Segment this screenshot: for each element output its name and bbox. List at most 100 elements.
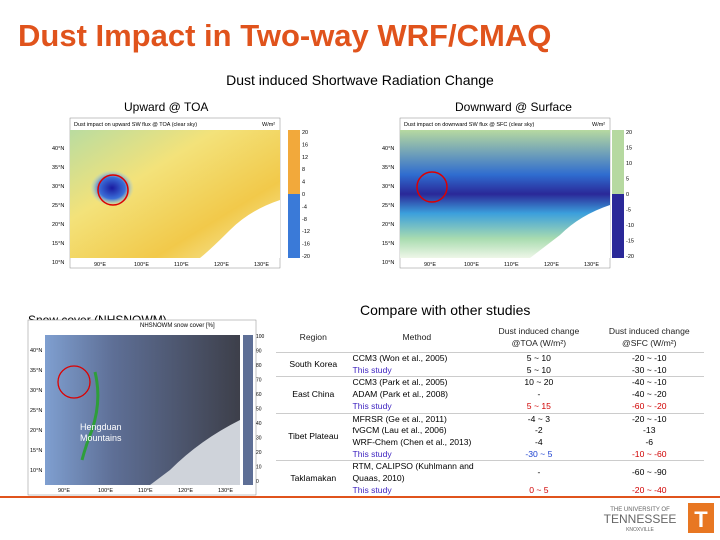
- map-caption: Dust impact on downward SW flux @ SFC (c…: [404, 122, 534, 128]
- map-caption: NHSNOWM snow cover [%]: [140, 323, 215, 329]
- sfc-cell: -20 ~ -10: [594, 412, 704, 426]
- sfc-cell: -30 ~ -10: [631, 364, 667, 375]
- toa-cell: -30 ~ 5: [525, 448, 553, 459]
- lat-label: 30°N: [30, 388, 42, 394]
- sfc-cell: -20 ~ -40: [631, 484, 667, 495]
- lon-label: 120°E: [214, 262, 229, 268]
- colorbar-label: -20: [626, 254, 634, 260]
- map-annotation: Mountains: [80, 433, 122, 443]
- lon-label: 90°E: [94, 262, 106, 268]
- map-snow: [27, 319, 257, 496]
- logo-box: [688, 503, 714, 533]
- comparison-table: Region Method Dust induced change @TOA (W/…: [276, 322, 704, 497]
- colorbar-label: 30: [256, 436, 262, 442]
- method-cell: RTM, CALIPSO (Kuhlmann and Quaas, 2010): [350, 460, 484, 485]
- sfc-cell: -6: [645, 436, 654, 447]
- logo-text: TENNESSEE: [604, 512, 677, 526]
- lat-label: 10°N: [52, 260, 64, 266]
- lat-label: 40°N: [52, 146, 64, 152]
- colorbar-label: -12: [302, 229, 310, 235]
- lat-label: 25°N: [52, 203, 64, 209]
- colorbar-label: -5: [626, 208, 631, 214]
- lat-label: 35°N: [52, 165, 64, 171]
- lat-label: 35°N: [382, 165, 394, 171]
- lon-label: 90°E: [58, 488, 70, 494]
- sfc-cell: -60 ~ -20: [631, 400, 667, 411]
- region-cell: East China: [276, 376, 351, 414]
- colorbar-label: 12: [302, 155, 308, 161]
- lat-label: 20°N: [30, 428, 42, 434]
- lon-label: 120°E: [178, 488, 193, 494]
- map-unit: W/m²: [262, 122, 275, 128]
- lat-label: 20°N: [52, 222, 64, 228]
- method-cell: CCM3 (Won et al., 2005): [350, 351, 484, 365]
- lon-label: 130°E: [218, 488, 233, 494]
- table-row: This study 5 ~ 15 -60 ~ -20: [276, 401, 704, 413]
- toa-cell: -4: [535, 436, 543, 447]
- toa-cell: -2: [535, 425, 543, 436]
- colorbar-label: 20: [302, 130, 308, 136]
- table-row: East China CCM3 (Park et al., 2005) 10 ~ 2…: [276, 376, 704, 414]
- lon-label: 100°E: [98, 488, 113, 494]
- colorbar-label: 80: [256, 363, 262, 369]
- colorbar-label: 90: [256, 349, 262, 355]
- toa-cell: 5 ~ 15: [526, 400, 551, 411]
- method-cell: WRF-Chem (Chen et al., 2013): [352, 436, 472, 447]
- colorbar-label: 20: [626, 130, 632, 136]
- colorbar-label: 10: [256, 465, 262, 471]
- colorbar-label: -4: [302, 204, 307, 210]
- colorbar-label: 50: [256, 407, 262, 413]
- method-cell: This study: [352, 364, 392, 375]
- region-cell: South Korea: [276, 351, 351, 377]
- toa-cell: 5 ~ 10: [483, 351, 595, 365]
- logo-text: KNOXVILLE: [626, 527, 654, 533]
- map-unit: W/m²: [592, 122, 605, 128]
- lat-label: 15°N: [52, 241, 64, 247]
- map-toa: [69, 117, 300, 269]
- method-cell: ADAM (Park et al., 2008): [352, 389, 449, 400]
- table-row: Taklamakan RTM, CALIPSO (Kuhlmann and Qua…: [276, 460, 704, 497]
- colorbar-label: -15: [626, 239, 634, 245]
- lat-label: 15°N: [382, 241, 394, 247]
- header-row: Region Method Dust induced change @TOA (W/…: [276, 322, 704, 353]
- colorbar-label: 8: [302, 167, 305, 173]
- table-body: South Korea CCM3 (Won et al., 2005) 5 ~ 10…: [276, 351, 704, 497]
- lat-label: 35°N: [30, 368, 42, 374]
- sfc-cell: -60 ~ -90: [594, 460, 704, 485]
- comparison-title: Compare with other studies: [360, 302, 531, 318]
- lon-label: 110°E: [504, 262, 519, 268]
- lat-label: 40°N: [382, 146, 394, 152]
- colorbar-label: 40: [256, 421, 262, 427]
- lon-label: 130°E: [584, 262, 599, 268]
- table-row: South Korea CCM3 (Won et al., 2005) 5 ~ 10…: [276, 351, 704, 377]
- colorbar-label: -10: [626, 223, 634, 229]
- method-cell: This study: [352, 484, 392, 495]
- region-cell: Taklamakan: [276, 460, 351, 497]
- region-cell: Tibet Plateau: [276, 412, 351, 461]
- toa-cell: -: [537, 389, 541, 400]
- column-header: Region: [299, 332, 327, 342]
- sfc-cell: -40 ~ -20: [631, 389, 667, 400]
- colorbar-label: 20: [256, 450, 262, 456]
- slide-subtitle: Dust induced Shortwave Radiation Change: [226, 72, 494, 88]
- lat-label: 30°N: [52, 184, 64, 190]
- lon-label: 100°E: [464, 262, 479, 268]
- colorbar-label: 0: [302, 192, 305, 198]
- colorbar-label: 60: [256, 392, 262, 398]
- lat-label: 10°N: [30, 468, 42, 474]
- colorbar-label: -20: [302, 254, 310, 260]
- logo-text: THE UNIVERSITY OF: [610, 507, 670, 513]
- lat-label: 25°N: [382, 203, 394, 209]
- table-row: This study 5 ~ 10 -30 ~ -10: [276, 365, 704, 377]
- lon-label: 110°E: [138, 488, 153, 494]
- table-row: This study 0 ~ 5 -20 ~ -40: [276, 485, 704, 497]
- method-cell: CCM3 (Park et al., 2005): [350, 376, 484, 390]
- toa-cell: 5 ~ 10: [526, 364, 551, 375]
- colorbar-label: 100: [256, 334, 265, 340]
- sfc-cell: -13: [643, 425, 656, 436]
- lat-label: 40°N: [30, 348, 42, 354]
- toa-cell: -: [483, 460, 595, 485]
- lat-label: 30°N: [382, 184, 394, 190]
